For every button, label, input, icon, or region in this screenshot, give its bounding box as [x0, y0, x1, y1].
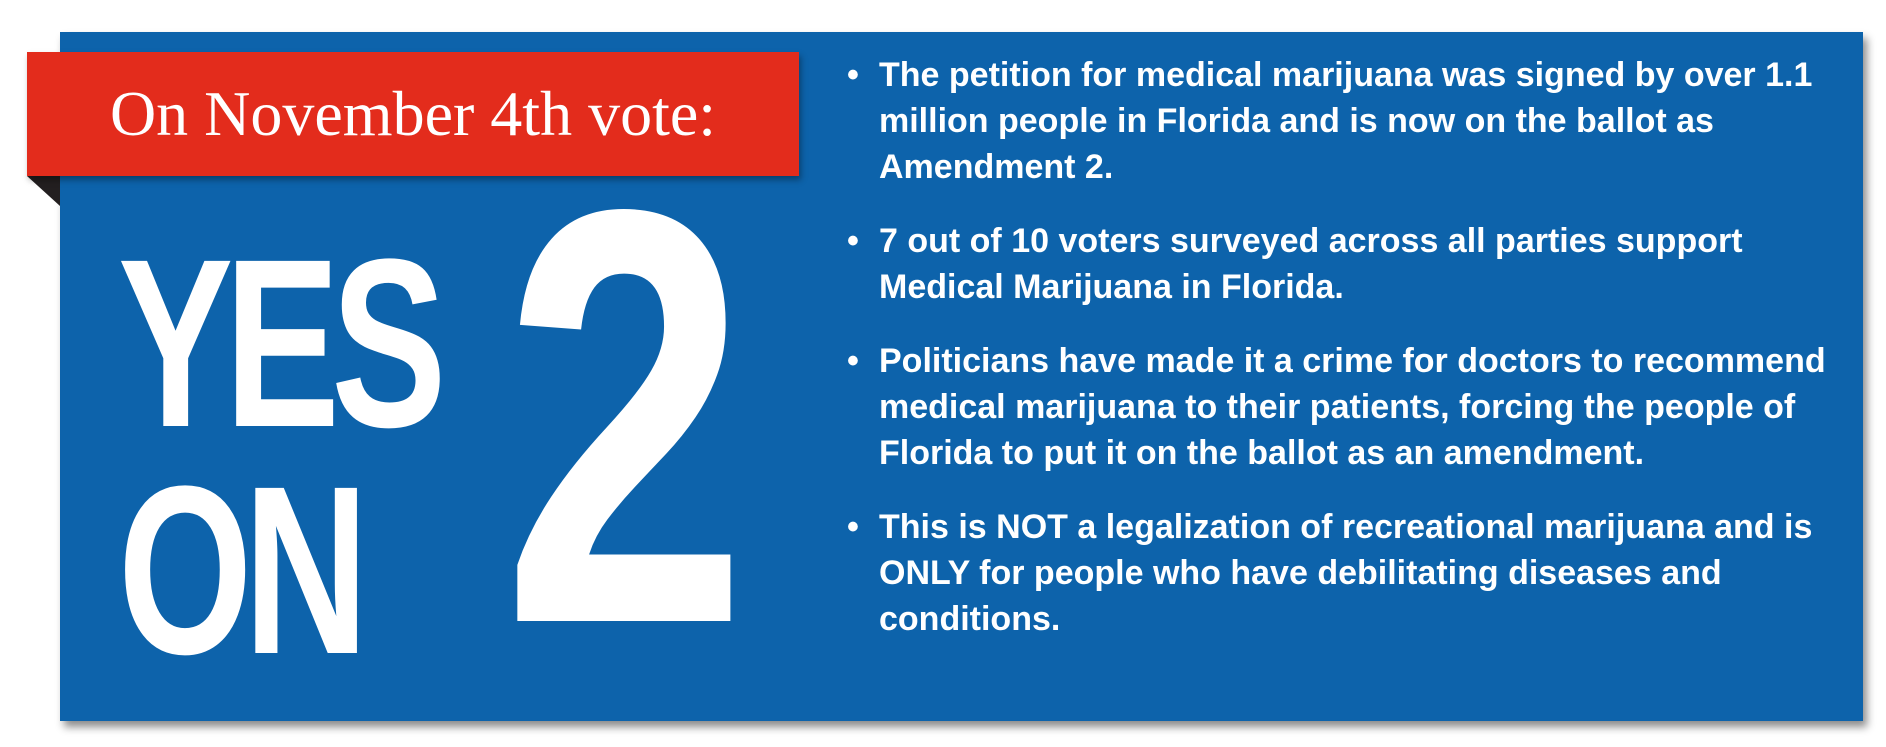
bullet-icon: •: [847, 222, 859, 260]
bullet-item: • This is NOT a legalization of recreati…: [843, 504, 1843, 642]
bullet-list: • The petition for medical marijuana was…: [843, 52, 1843, 670]
headline-yes: YES: [118, 209, 446, 477]
bullet-text: 7 out of 10 voters surveyed across all p…: [879, 222, 1743, 306]
bullet-icon: •: [847, 56, 859, 94]
bullet-item: • 7 out of 10 voters surveyed across all…: [843, 218, 1843, 310]
bullet-item: • The petition for medical marijuana was…: [843, 52, 1843, 190]
ribbon-text: On November 4th vote:: [109, 78, 717, 149]
bullet-icon: •: [847, 508, 859, 546]
headline-on: ON: [118, 436, 369, 704]
headline-number: 2: [502, 88, 749, 747]
bullet-item: • Politicians have made it a crime for d…: [843, 338, 1843, 476]
bullet-icon: •: [847, 342, 859, 380]
ribbon-fold: [27, 176, 60, 206]
bullet-text: Politicians have made it a crime for doc…: [879, 342, 1826, 472]
ribbon-banner: On November 4th vote:: [27, 52, 799, 176]
bullet-text: The petition for medical marijuana was s…: [879, 56, 1813, 186]
bullet-text: This is NOT a legalization of recreation…: [879, 508, 1813, 638]
